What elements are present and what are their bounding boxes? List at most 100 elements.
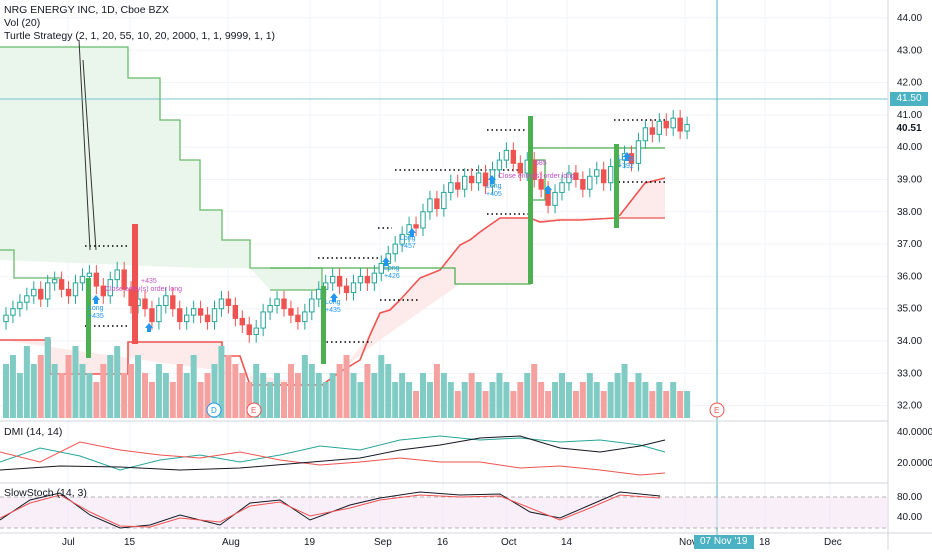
candle-body: [281, 298, 287, 310]
price-tick-label: 40.00: [897, 142, 922, 153]
candle-body: [559, 182, 565, 193]
trade-label: Long +426: [384, 265, 400, 280]
volume-bar: [656, 382, 663, 418]
volume-bar: [211, 364, 218, 418]
long-entry-arrow-icon[interactable]: [623, 152, 631, 161]
candle-body: [364, 275, 371, 284]
volume-bar: [663, 391, 670, 418]
volume-bar: [385, 364, 392, 418]
long-entry-arrow-icon[interactable]: [330, 293, 338, 302]
volume-bar: [496, 373, 503, 418]
strategy-legend[interactable]: Turtle Strategy (2, 1, 20, 55, 10, 20, 2…: [4, 30, 276, 42]
candle-body: [309, 298, 315, 313]
long-entry-arrow-icon[interactable]: [488, 175, 496, 184]
candle-body: [392, 243, 398, 255]
volume-bar: [287, 364, 294, 418]
dmi-title[interactable]: DMI (14, 14): [4, 426, 63, 438]
candle-body: [587, 175, 593, 190]
volume-bar: [183, 373, 190, 418]
candle-body: [170, 295, 176, 310]
candle-body: [79, 275, 86, 284]
volume-bar: [461, 382, 468, 418]
event-label: E: [714, 406, 719, 415]
long-entry-arrow-icon[interactable]: [382, 257, 390, 266]
volume-bar: [260, 373, 267, 418]
volume-bar: [621, 364, 628, 418]
candle-body: [190, 308, 197, 316]
event-earnings-upcoming-icon[interactable]: [709, 402, 725, 418]
volume-bar: [155, 364, 162, 418]
candle-body: [642, 127, 649, 142]
volume-bar: [44, 337, 51, 418]
candle-body: [684, 124, 690, 132]
candle-body: [434, 198, 440, 210]
volume-bar: [684, 391, 691, 418]
volume-bar: [670, 382, 677, 418]
crosshair-price-tag: 41.50: [890, 92, 928, 106]
candle-body: [538, 179, 544, 190]
event-dividend-icon[interactable]: [206, 402, 222, 418]
dmi-plus-line: [0, 435, 666, 471]
stoch-d-line: [0, 494, 661, 528]
trade-label: Long +435: [88, 305, 104, 320]
volume-bar: [204, 373, 211, 418]
price-tick-label: 43.00: [897, 45, 922, 56]
candle-body: [580, 179, 586, 190]
long-entry-arrow-icon[interactable]: [408, 228, 416, 237]
price-tick-label: 36.00: [897, 271, 922, 282]
candle-body: [253, 327, 259, 336]
long-entry-arrow-icon[interactable]: [145, 323, 153, 332]
trade-label: Long +392: [618, 155, 634, 170]
volume-bar: [579, 382, 586, 418]
volume-bar: [572, 391, 579, 418]
trade-label: Close entry(s) order long: [105, 286, 182, 293]
candle-body: [350, 282, 357, 294]
candle-body: [552, 191, 558, 206]
volume-legend[interactable]: Vol (20): [4, 17, 41, 29]
dmi-adx-line: [0, 435, 666, 471]
long-entry-arrow-icon[interactable]: [92, 295, 100, 304]
volume-bar: [93, 382, 100, 418]
volume-bar: [322, 382, 329, 418]
candle-body: [218, 298, 225, 310]
long-entry-arrow-icon[interactable]: [544, 185, 552, 194]
candle-body: [204, 314, 211, 323]
candle-body: [427, 198, 433, 213]
symbol-legend[interactable]: NRG ENERGY INC, 1D, Cboe BZX: [4, 4, 169, 16]
candle-body: [468, 175, 475, 184]
exit-bar: [132, 224, 138, 344]
volume-bar: [628, 382, 635, 418]
candle-body: [448, 182, 454, 193]
time-tick-label: Dec: [824, 537, 842, 548]
candle-body: [517, 162, 523, 174]
indicator-tick-label: 80.00: [897, 492, 922, 503]
volume-bar: [9, 355, 16, 418]
volume-bar: [447, 382, 454, 418]
candle-body: [93, 272, 100, 287]
volume-bar: [301, 355, 308, 418]
candle-body: [38, 288, 44, 300]
price-tick-label: 32.00: [897, 401, 922, 412]
volume-bar: [642, 382, 649, 418]
volume-bar: [148, 382, 155, 418]
stoch-title[interactable]: SlowStoch (14, 3): [4, 487, 87, 499]
volume-bar: [190, 355, 197, 418]
candle-body: [107, 279, 113, 297]
volume-bar: [378, 355, 385, 418]
candle-body: [177, 308, 183, 323]
candle-body: [496, 159, 503, 171]
volume-bar: [677, 391, 684, 418]
volume-bar: [545, 391, 552, 418]
volume-bar: [79, 364, 86, 418]
price-tick-label: 38.00: [897, 207, 922, 218]
candle-body: [288, 308, 294, 316]
time-tick-label: 19: [304, 537, 316, 548]
event-earnings-icon[interactable]: [246, 402, 262, 418]
volume-bar: [565, 382, 572, 418]
volume-bar: [274, 373, 281, 418]
candle-body: [142, 298, 148, 310]
volume-bar: [649, 391, 656, 418]
volume-bar: [100, 364, 107, 418]
